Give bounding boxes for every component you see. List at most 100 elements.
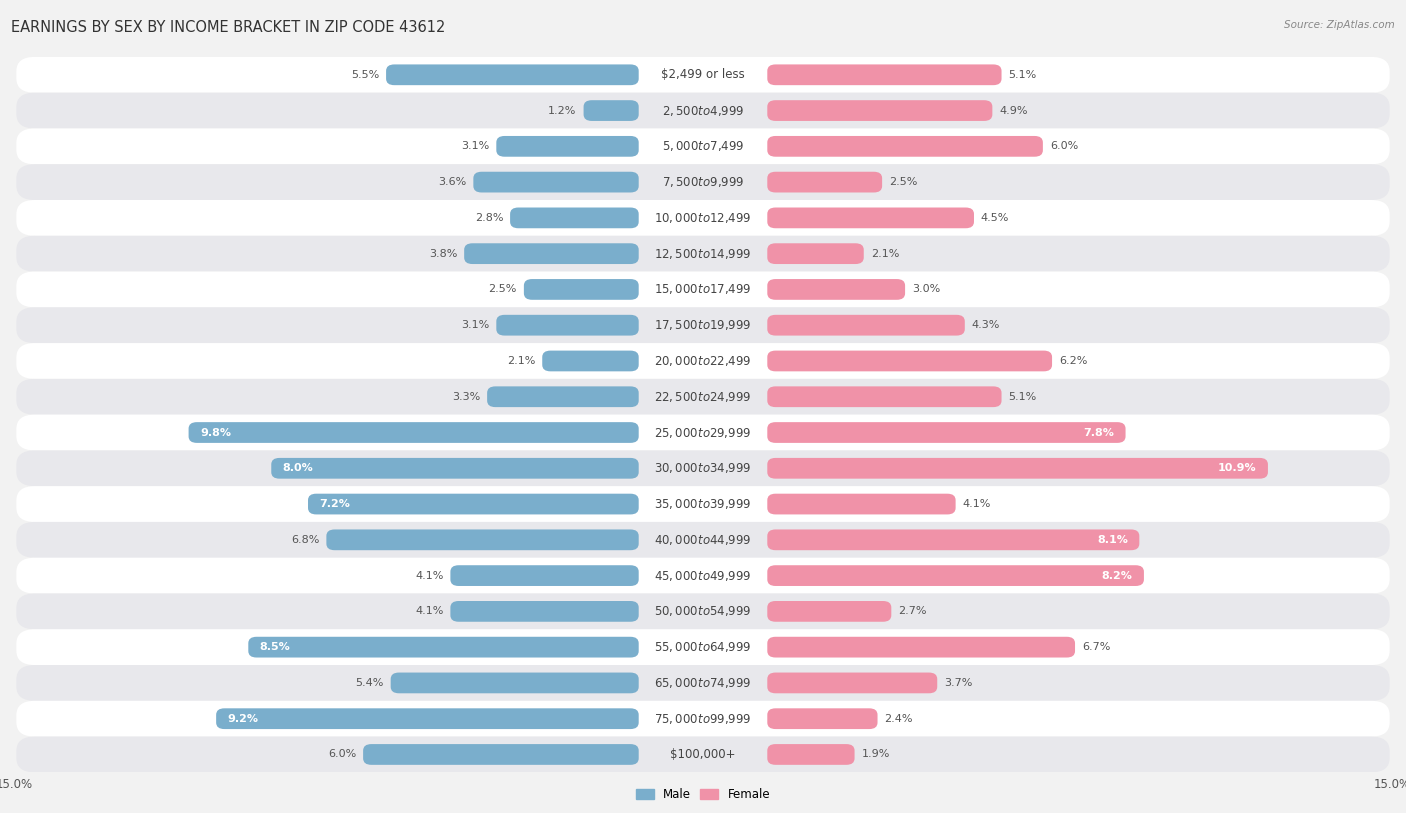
Text: $55,000 to $64,999: $55,000 to $64,999 [654,640,752,654]
Text: $7,500 to $9,999: $7,500 to $9,999 [662,175,744,189]
Text: 2.8%: 2.8% [475,213,503,223]
Text: $17,500 to $19,999: $17,500 to $19,999 [654,318,752,333]
Text: 6.7%: 6.7% [1083,642,1111,652]
Text: 4.1%: 4.1% [963,499,991,509]
FancyBboxPatch shape [583,100,638,121]
Text: 8.2%: 8.2% [1101,571,1132,580]
Text: 1.2%: 1.2% [548,106,576,115]
FancyBboxPatch shape [17,486,1389,522]
FancyBboxPatch shape [768,136,1043,157]
Text: 3.1%: 3.1% [461,141,489,151]
FancyBboxPatch shape [17,236,1389,272]
FancyBboxPatch shape [17,57,1389,93]
Text: 8.0%: 8.0% [283,463,314,473]
FancyBboxPatch shape [496,315,638,336]
Text: 4.9%: 4.9% [1000,106,1028,115]
Text: 2.5%: 2.5% [889,177,917,187]
Text: 1.9%: 1.9% [862,750,890,759]
Text: 2.4%: 2.4% [884,714,912,724]
Text: 3.0%: 3.0% [912,285,941,294]
Text: 3.7%: 3.7% [945,678,973,688]
Text: $2,499 or less: $2,499 or less [661,68,745,81]
Text: $12,500 to $14,999: $12,500 to $14,999 [654,246,752,261]
FancyBboxPatch shape [387,64,638,85]
FancyBboxPatch shape [768,422,1126,443]
Text: $30,000 to $34,999: $30,000 to $34,999 [654,461,752,476]
Text: 2.7%: 2.7% [898,606,927,616]
FancyBboxPatch shape [768,279,905,300]
FancyBboxPatch shape [17,272,1389,307]
Text: 8.1%: 8.1% [1097,535,1128,545]
Text: 5.1%: 5.1% [1008,392,1036,402]
FancyBboxPatch shape [17,450,1389,486]
Text: 9.2%: 9.2% [228,714,259,724]
FancyBboxPatch shape [510,207,638,228]
Text: $65,000 to $74,999: $65,000 to $74,999 [654,676,752,690]
FancyBboxPatch shape [464,243,638,264]
FancyBboxPatch shape [17,593,1389,629]
FancyBboxPatch shape [496,136,638,157]
Text: 3.3%: 3.3% [451,392,481,402]
FancyBboxPatch shape [768,458,1268,479]
Text: Source: ZipAtlas.com: Source: ZipAtlas.com [1284,20,1395,30]
Text: 8.5%: 8.5% [260,642,291,652]
FancyBboxPatch shape [17,343,1389,379]
FancyBboxPatch shape [768,672,938,693]
Text: 10.9%: 10.9% [1218,463,1257,473]
FancyBboxPatch shape [450,565,638,586]
Text: 3.1%: 3.1% [461,320,489,330]
Text: 6.2%: 6.2% [1059,356,1087,366]
FancyBboxPatch shape [271,458,638,479]
FancyBboxPatch shape [768,529,1139,550]
Text: 6.0%: 6.0% [328,750,356,759]
FancyBboxPatch shape [474,172,638,193]
FancyBboxPatch shape [486,386,638,407]
FancyBboxPatch shape [249,637,638,658]
FancyBboxPatch shape [17,629,1389,665]
FancyBboxPatch shape [217,708,638,729]
FancyBboxPatch shape [308,493,638,515]
Text: 4.1%: 4.1% [415,571,443,580]
Text: 5.4%: 5.4% [356,678,384,688]
Text: 9.8%: 9.8% [200,428,231,437]
FancyBboxPatch shape [391,672,638,693]
Legend: Male, Female: Male, Female [631,784,775,806]
FancyBboxPatch shape [363,744,638,765]
Text: $10,000 to $12,499: $10,000 to $12,499 [654,211,752,225]
FancyBboxPatch shape [768,744,855,765]
Text: $35,000 to $39,999: $35,000 to $39,999 [654,497,752,511]
FancyBboxPatch shape [450,601,638,622]
FancyBboxPatch shape [768,243,863,264]
FancyBboxPatch shape [17,665,1389,701]
FancyBboxPatch shape [17,737,1389,772]
FancyBboxPatch shape [17,93,1389,128]
Text: 6.8%: 6.8% [291,535,319,545]
Text: 4.5%: 4.5% [981,213,1010,223]
FancyBboxPatch shape [768,350,1052,372]
Text: $40,000 to $44,999: $40,000 to $44,999 [654,533,752,547]
FancyBboxPatch shape [768,64,1001,85]
Text: $75,000 to $99,999: $75,000 to $99,999 [654,711,752,726]
FancyBboxPatch shape [17,522,1389,558]
FancyBboxPatch shape [543,350,638,372]
Text: 2.1%: 2.1% [870,249,898,259]
FancyBboxPatch shape [188,422,638,443]
Text: $50,000 to $54,999: $50,000 to $54,999 [654,604,752,619]
FancyBboxPatch shape [768,708,877,729]
FancyBboxPatch shape [524,279,638,300]
FancyBboxPatch shape [768,172,882,193]
FancyBboxPatch shape [17,379,1389,415]
Text: $45,000 to $49,999: $45,000 to $49,999 [654,568,752,583]
Text: 6.0%: 6.0% [1050,141,1078,151]
FancyBboxPatch shape [17,164,1389,200]
FancyBboxPatch shape [17,558,1389,593]
FancyBboxPatch shape [17,128,1389,164]
FancyBboxPatch shape [768,601,891,622]
FancyBboxPatch shape [326,529,638,550]
Text: 4.1%: 4.1% [415,606,443,616]
Text: 7.2%: 7.2% [319,499,350,509]
Text: $5,000 to $7,499: $5,000 to $7,499 [662,139,744,154]
Text: 2.5%: 2.5% [489,285,517,294]
FancyBboxPatch shape [17,701,1389,737]
Text: 3.8%: 3.8% [429,249,457,259]
